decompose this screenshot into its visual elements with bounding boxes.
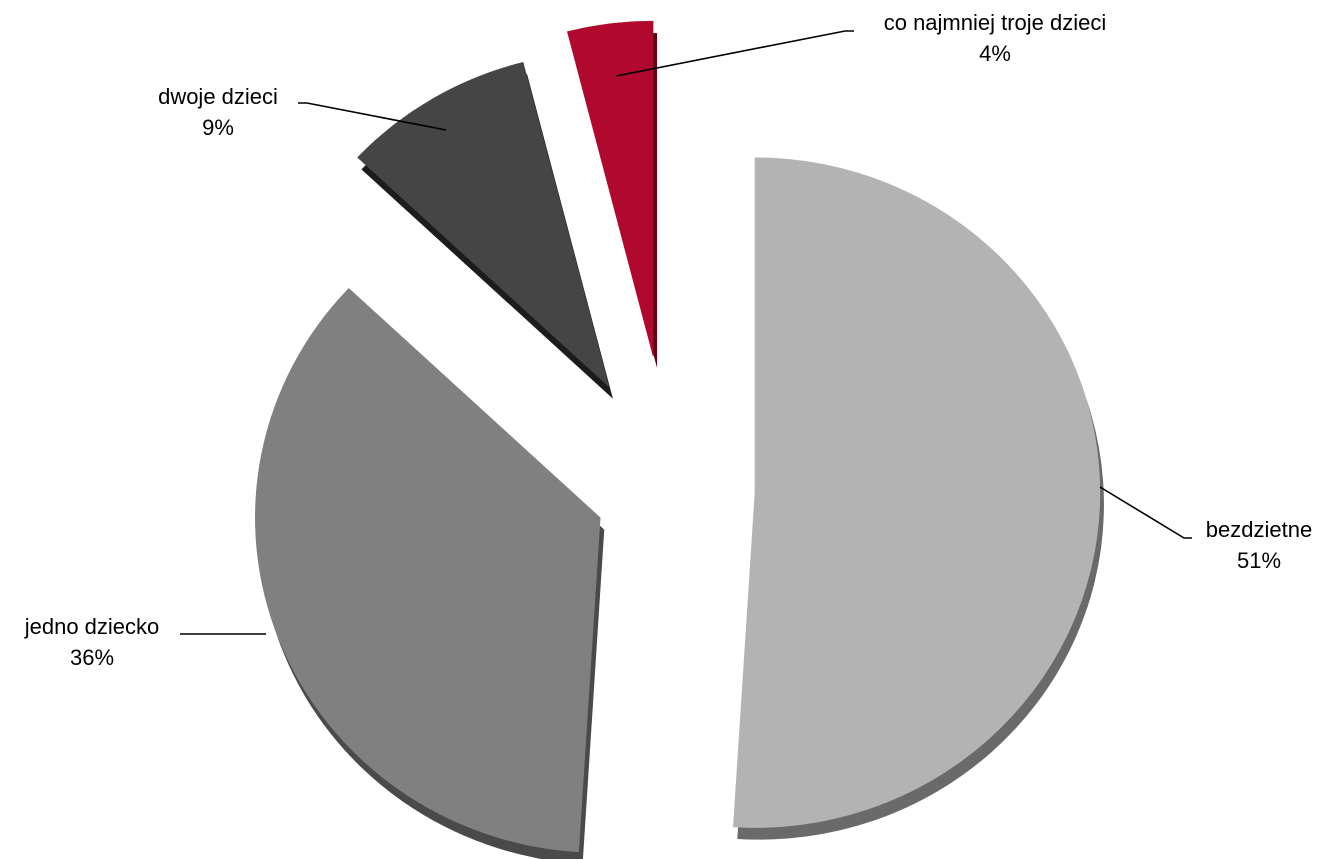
data-label-value-troje-dzieci: 4% (979, 41, 1011, 66)
slice-group-bezdzietne (733, 157, 1104, 840)
slice-group-jedno-dziecko (255, 287, 605, 859)
pie-slice-troje-dzieci (566, 20, 654, 357)
slice-group-troje-dzieci (566, 20, 658, 369)
data-label-name-bezdzietne: bezdzietne (1206, 517, 1312, 542)
data-label-name-dwoje-dzieci: dwoje dzieci (158, 84, 278, 109)
pie-slice-jedno-dziecko (255, 287, 601, 853)
slice-group-dwoje-dzieci (357, 61, 613, 399)
leader-line-troje-dzieci (615, 30, 854, 77)
data-label-name-troje-dzieci: co najmniej troje dzieci (884, 10, 1107, 35)
leader-line-bezdzietne (1099, 486, 1192, 539)
leader-line-dwoje-dzieci (298, 102, 447, 131)
data-label-name-jedno-dziecko: jedno dziecko (24, 614, 160, 639)
data-label-value-jedno-dziecko: 36% (70, 645, 114, 670)
data-label-value-dwoje-dzieci: 9% (202, 115, 234, 140)
data-label-value-bezdzietne: 51% (1237, 548, 1281, 573)
pie-slice-dwoje-dzieci (357, 61, 610, 388)
pie-slice-bezdzietne (733, 157, 1101, 828)
